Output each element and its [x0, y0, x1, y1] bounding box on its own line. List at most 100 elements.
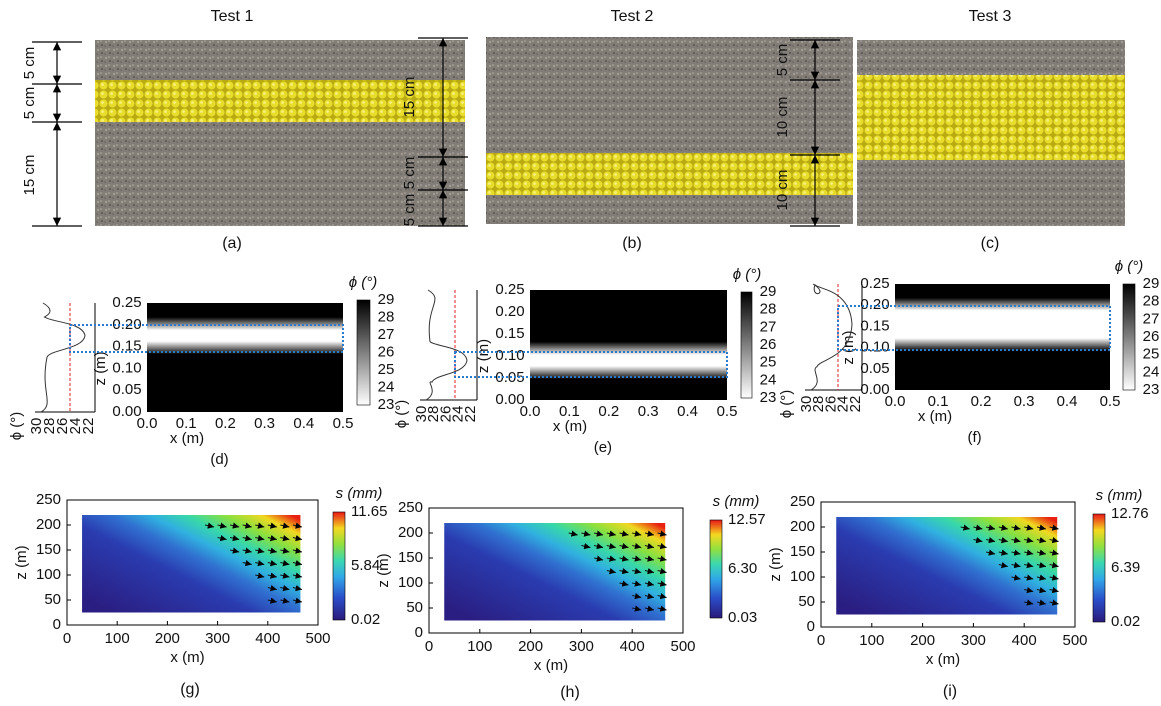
panel-label: (g) — [180, 681, 200, 698]
colorbar-title: ϕ (°) — [349, 274, 378, 291]
vector-arrow — [581, 543, 591, 550]
z-axis-label: z (m) — [375, 553, 392, 587]
z-axis-label: z (m) — [475, 339, 492, 373]
vector-arrow — [657, 543, 667, 550]
colorbar-tick-label: 0.02 — [1111, 613, 1140, 630]
vector-arrow — [986, 537, 996, 544]
vector-arrow — [657, 605, 667, 612]
vector-arrow — [973, 524, 983, 531]
photo-balls — [857, 75, 1125, 160]
x-tick-label: 0.5 — [333, 415, 354, 432]
photo-gravel — [486, 37, 853, 224]
vector-arrow — [1011, 537, 1021, 544]
dim-label: 5 cm — [774, 44, 791, 77]
colorbar-tick-label: 24 — [378, 378, 395, 395]
colorbar-tick-label: 29 — [760, 283, 777, 300]
dim-label: 10 cm — [774, 170, 791, 211]
z-tick-label: 0.00 — [860, 381, 889, 398]
profile-tick-label: 26 — [822, 396, 839, 413]
x-tick-label: 100 — [105, 630, 130, 647]
x-tick-label: 500 — [670, 638, 695, 655]
z-tick-label: 250 — [398, 499, 423, 516]
z-axis-label: z (m) — [840, 331, 857, 365]
z-tick-label: 0.10 — [860, 339, 889, 356]
colorbar-tick-label: 0.03 — [728, 609, 757, 626]
x-tick-label: 0.3 — [254, 415, 275, 432]
x-tick-label: 0.5 — [1100, 393, 1121, 410]
profile-axis-label: ϕ (°) — [393, 400, 410, 429]
dim-label: 5 cm — [401, 157, 418, 190]
vector-arrow — [1049, 599, 1059, 606]
colorbar-tick-label: 6.39 — [1111, 559, 1140, 576]
vector-arrow — [619, 530, 629, 537]
z-tick-label: 0.15 — [860, 317, 889, 334]
vector-arrow — [242, 522, 252, 529]
vector-arrow — [255, 522, 265, 529]
profile-tick-label: 26 — [54, 418, 71, 435]
x-tick-label: 0.0 — [137, 415, 158, 432]
vector-arrow — [632, 580, 642, 587]
x-tick-label: 300 — [961, 632, 986, 649]
vector-arrow — [644, 555, 654, 562]
vector-arrow — [292, 585, 302, 592]
x-axis-label: x (m) — [170, 430, 204, 447]
profile-curve — [40, 302, 86, 413]
vector-arrow — [644, 593, 654, 600]
z-tick-label: 0 — [807, 618, 815, 635]
vector-arrow — [657, 530, 667, 537]
vector-arrow — [998, 537, 1008, 544]
vector-arrow — [280, 560, 290, 567]
dim-label: 5 cm — [21, 87, 38, 120]
x-tick-label: 200 — [518, 638, 543, 655]
panel-label: (b) — [622, 235, 642, 252]
x-tick-label: 400 — [255, 630, 280, 647]
z-tick-label: 100 — [36, 566, 61, 583]
vector-arrow — [242, 547, 252, 554]
x-tick-label: 0.2 — [971, 393, 992, 410]
x-tick-label: 500 — [305, 630, 330, 647]
vector-arrow — [280, 572, 290, 579]
x-tick-label: 0.1 — [176, 415, 197, 432]
profile-tick-label: 22 — [462, 406, 479, 423]
profile-tick-label: 30 — [413, 406, 430, 423]
colorbar-tick-label: 23 — [378, 396, 395, 413]
vector-arrow — [1049, 574, 1059, 581]
colorbar-title: ϕ (°) — [733, 266, 762, 283]
vector-arrow — [255, 572, 265, 579]
vector-arrow — [632, 568, 642, 575]
colorbar-tick-label: 6.30 — [728, 560, 757, 577]
vector-arrow — [267, 560, 277, 567]
x-tick-label: 0 — [817, 632, 825, 649]
x-tick-label: 0.4 — [293, 415, 314, 432]
vector-arrow — [657, 555, 667, 562]
dim-label: 15 cm — [401, 77, 418, 118]
x-tick-label: 0.4 — [1057, 393, 1078, 410]
vector-arrow — [230, 522, 240, 529]
vector-arrow — [1011, 562, 1021, 569]
z-tick-label: 0.00 — [112, 403, 141, 420]
vector-arrow — [644, 543, 654, 550]
panel-label: (h) — [560, 684, 580, 701]
vector-arrow — [1024, 574, 1034, 581]
vector-arrow — [619, 568, 629, 575]
colorbar-tick-label: 29 — [378, 291, 395, 308]
displacement-field — [444, 523, 666, 621]
colorbar-title: s (mm) — [1096, 487, 1143, 504]
panel-label: (a) — [222, 235, 242, 252]
phi-field — [147, 303, 343, 412]
vector-arrow — [280, 547, 290, 554]
colorbar-tick-label: 11.65 — [351, 503, 387, 520]
colorbar-tick-label: 28 — [378, 308, 395, 325]
vector-arrow — [267, 535, 277, 542]
panel-label: (c) — [981, 235, 1000, 252]
vector-arrow — [657, 580, 667, 587]
vector-arrow — [619, 555, 629, 562]
vector-arrow — [998, 524, 1008, 531]
colorbar-tick-label: 26 — [1143, 328, 1160, 345]
profile-tick-label: 22 — [847, 396, 864, 413]
x-tick-label: 0.4 — [677, 403, 698, 420]
x-axis-label: x (m) — [918, 408, 952, 425]
vector-arrow — [292, 597, 302, 604]
vector-arrow — [960, 524, 970, 531]
